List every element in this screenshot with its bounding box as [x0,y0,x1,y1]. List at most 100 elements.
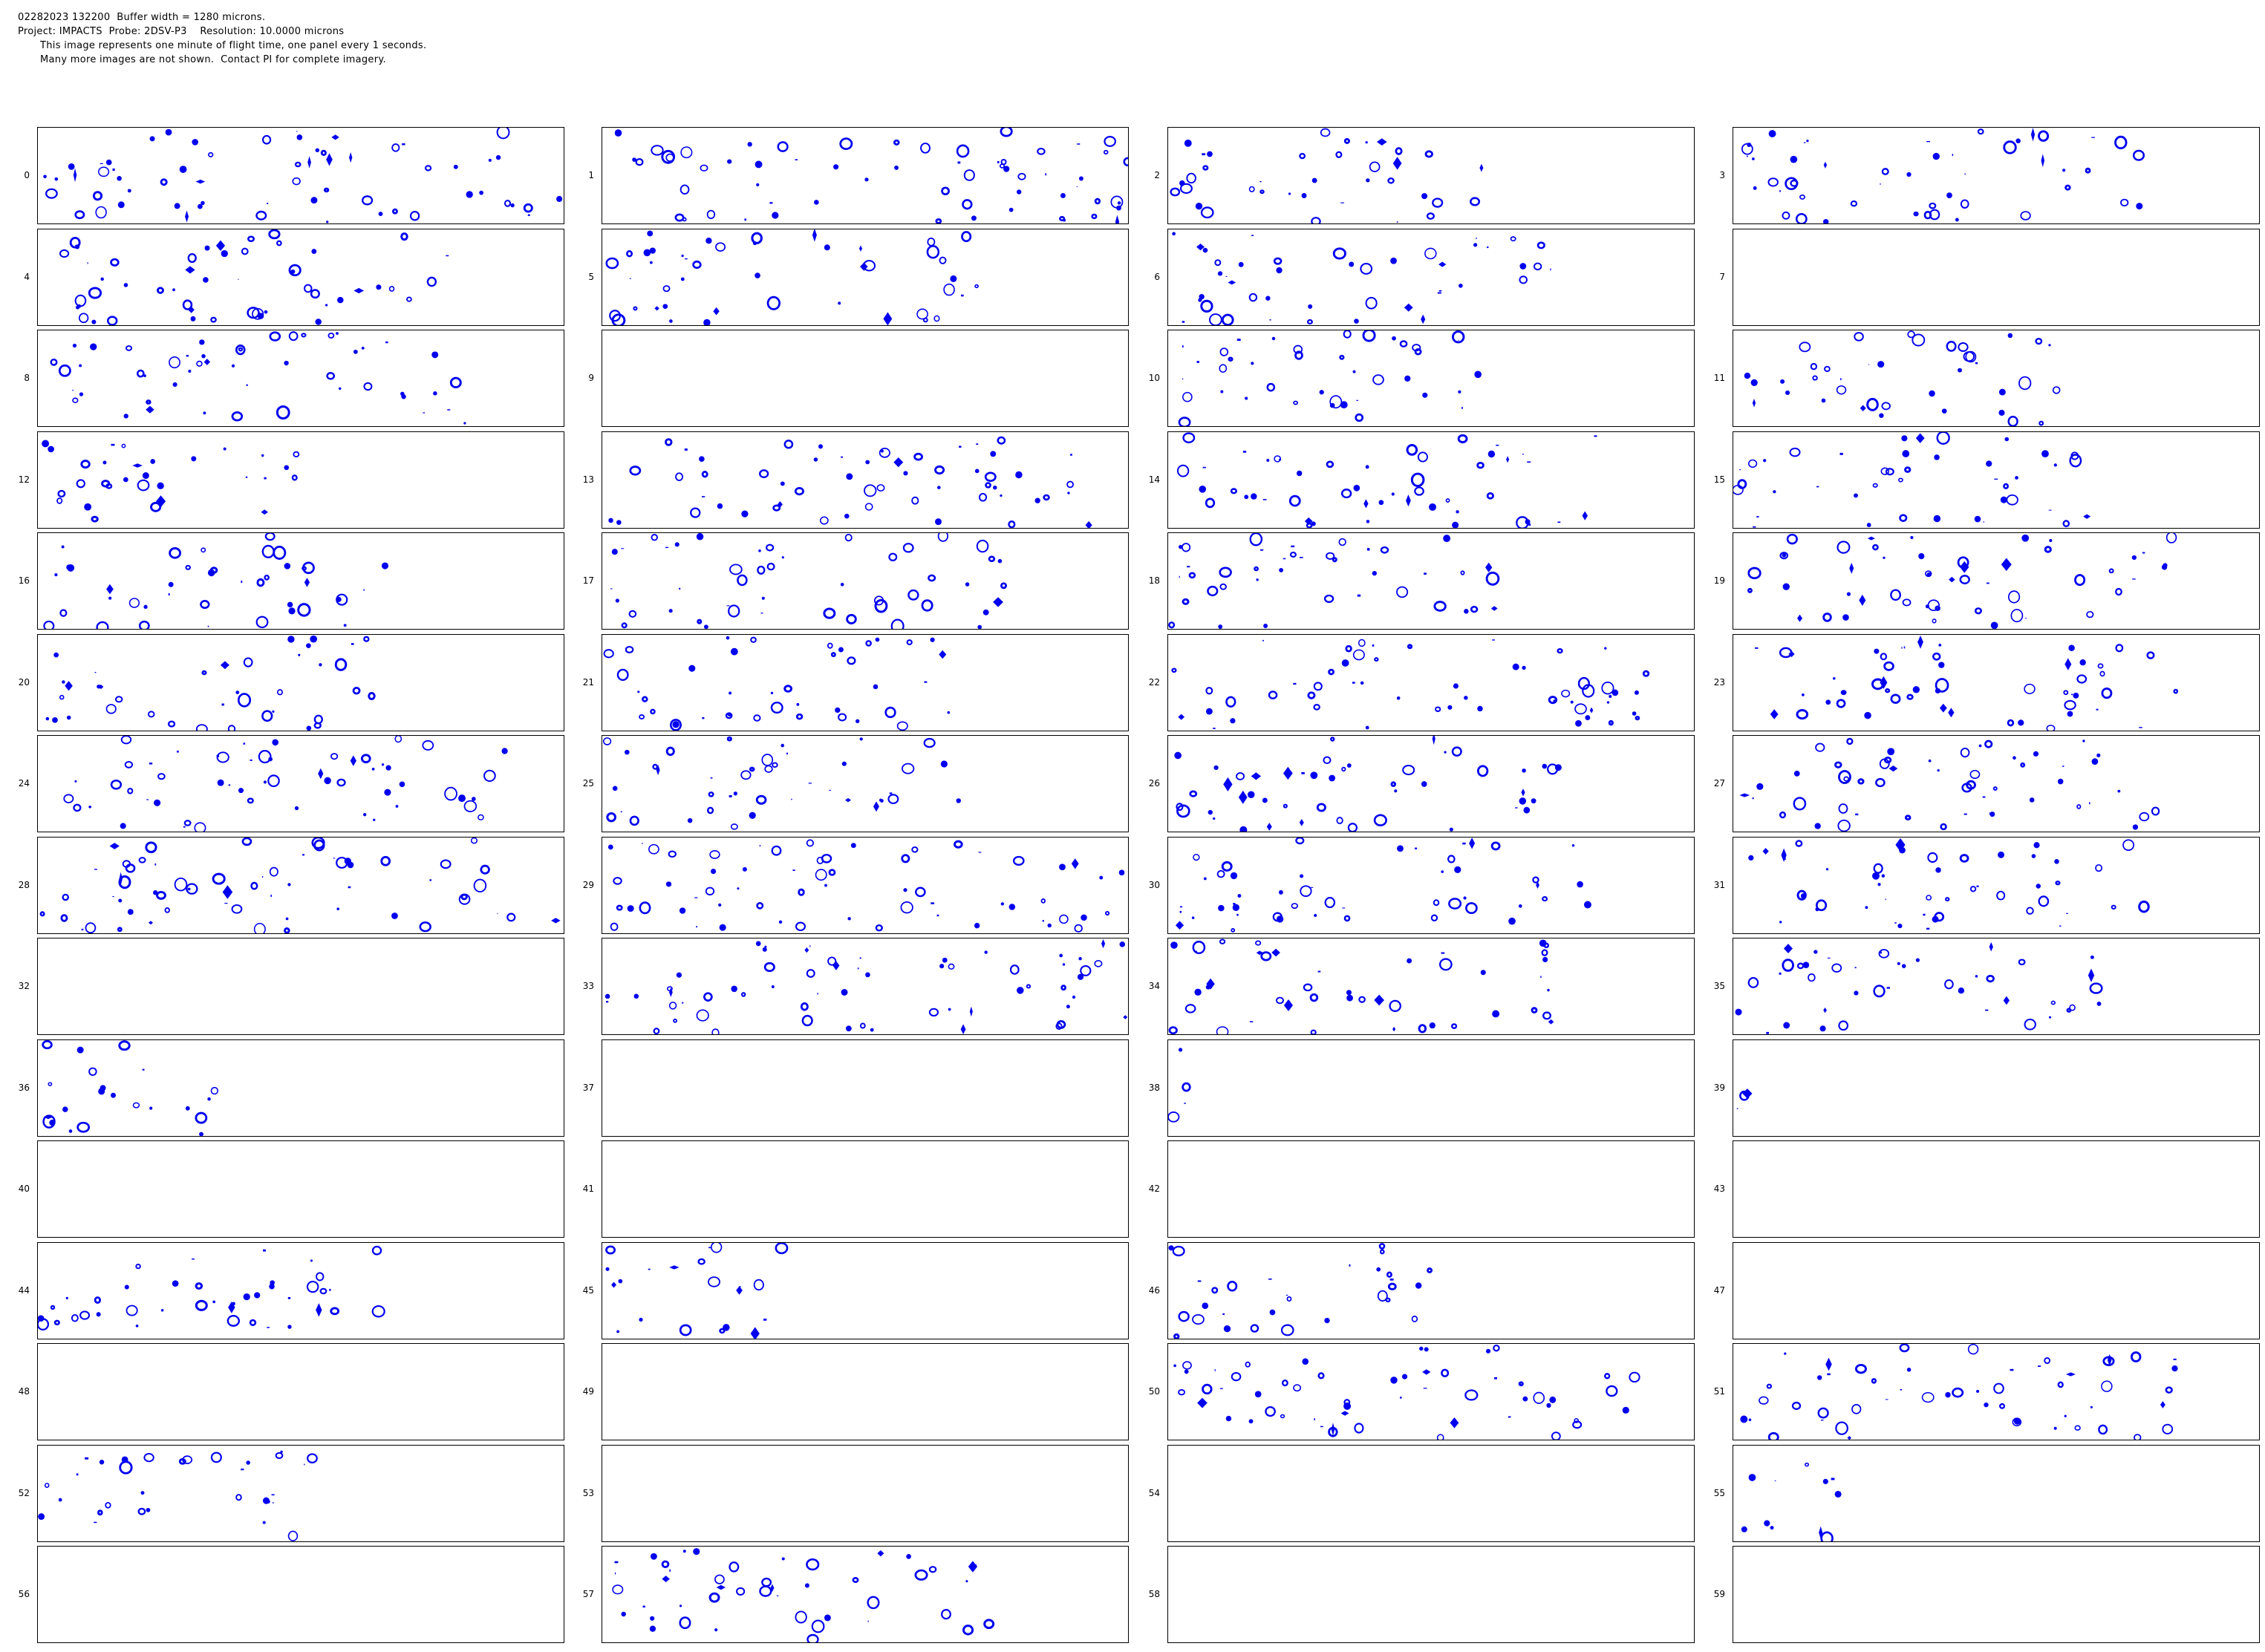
particle [1251,493,1257,500]
particle [744,218,747,221]
particle [337,296,344,304]
particle [1542,763,1548,769]
particle [1779,921,1782,924]
particle-image [1168,1243,1433,1339]
particle [628,610,637,618]
particle-panel [37,229,564,326]
particle [1271,336,1276,341]
particle [1996,890,2006,901]
particle [1213,817,1216,820]
particle-panel [602,938,1129,1035]
particle [1767,1431,1779,1440]
particle [1609,694,1612,698]
particle [1900,1388,1903,1391]
particle [98,1088,105,1095]
particle-panel [602,837,1129,934]
particle [654,306,659,311]
particle [804,1583,809,1588]
header-line-date-buffer: 02282023 132200 Buffer width = 1280 micr… [18,12,266,23]
particle [1249,533,1263,546]
particle [727,159,732,164]
particle [154,799,161,806]
particle [2097,663,2104,669]
particle [1899,1344,1910,1353]
particle [1906,1368,1912,1372]
particle [639,714,645,719]
particle [106,316,118,325]
particle [1386,1271,1392,1278]
particle [690,507,701,518]
particle [1220,390,1224,394]
particle [697,618,703,624]
particle [267,1327,270,1328]
particle [915,887,926,898]
particle [755,941,761,947]
particle [1840,690,1847,696]
particle [363,813,367,817]
particle [1059,215,1066,221]
particle-image [43,128,563,223]
particle [661,149,676,164]
particle [172,382,177,387]
particle [1926,140,1930,143]
particle [1251,362,1254,365]
panel-label: 54 [1148,1487,1160,1498]
particle [310,197,318,204]
particle [737,887,740,890]
particle [2132,578,2136,580]
particle [1311,217,1321,223]
particle [1823,1007,1827,1013]
particle [1059,953,1063,958]
particle-panel [602,431,1129,529]
particle [1575,719,1582,727]
particle [503,200,512,207]
particle [1266,382,1276,392]
particle [960,1024,966,1034]
panel-label: 44 [18,1284,30,1296]
particle-panel [1733,431,2260,529]
particle [1017,172,1026,180]
particle [100,277,104,281]
particle [1219,364,1228,373]
particle [1066,1005,1070,1009]
particle [1170,187,1181,197]
particle [1123,157,1128,167]
particle [247,235,255,243]
particle [1546,1403,1551,1408]
particle [237,693,252,708]
particle [1793,797,1807,811]
particle [2026,907,2034,915]
particle [1881,874,1886,878]
particle [146,405,154,414]
particle [1343,330,1352,339]
particle [97,1509,103,1516]
particle [680,277,685,281]
particle [1182,598,1190,605]
particle [1452,521,1459,528]
particle [701,471,708,478]
particle [2082,740,2085,742]
particle [605,257,619,270]
particle [2085,167,2091,174]
particle [261,875,264,878]
particle [50,1305,56,1310]
particle [81,928,84,931]
particle [287,601,293,608]
particle [1854,967,1857,969]
particle [1184,1103,1186,1104]
particle [1756,516,1759,518]
particle [888,552,898,561]
particle [1840,378,1842,381]
particle [1401,1374,1408,1380]
particle [1213,728,1216,730]
particle [1435,706,1441,713]
particle [633,306,638,311]
particle [1506,456,1510,463]
particle [1074,924,1083,933]
particle [1404,303,1413,312]
particle [1796,709,1809,720]
particle [99,1460,105,1465]
particle [223,447,226,451]
particle [1319,390,1324,395]
particle [302,854,304,856]
